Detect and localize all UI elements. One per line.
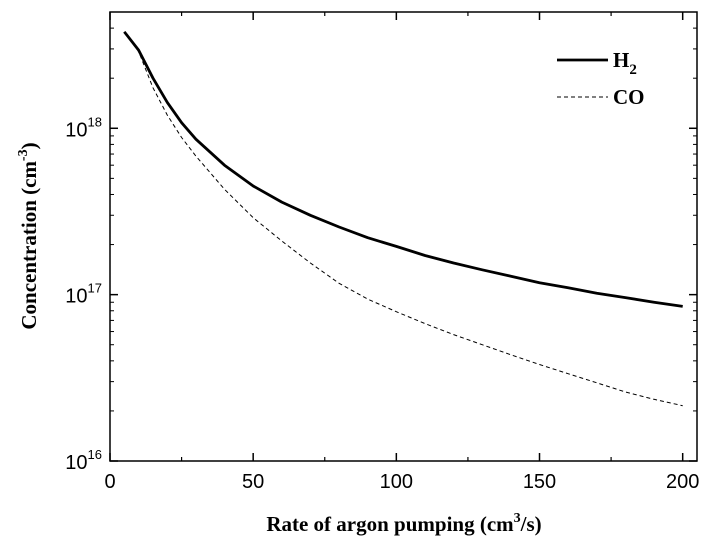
legend: H2 CO	[557, 48, 645, 109]
x-tick-label: 50	[242, 471, 264, 493]
plot-frame	[109, 11, 698, 462]
x-tick-label: 150	[523, 471, 556, 493]
axis-ticks	[109, 12, 697, 462]
x-tick-label: 0	[104, 471, 115, 493]
x-tick-label: 200	[666, 471, 699, 493]
series-line-h2	[123, 30, 683, 308]
series-line-co	[123, 31, 683, 407]
y-tick-label: 1016	[65, 447, 102, 474]
legend-label-h2: H2	[613, 48, 637, 78]
legend-label-co: CO	[613, 85, 645, 109]
y-tick-label: 1017	[65, 281, 102, 308]
x-tick-label: 100	[380, 471, 413, 493]
y-tick-label: 1018	[65, 114, 102, 141]
x-axis-title: Rate of argon pumping (cm3/s)	[266, 511, 541, 536]
y-axis-title: Concentration (cm-3)	[16, 142, 41, 329]
series-lines	[123, 30, 683, 407]
tick-labels: 0 50 100 150 200 1016 1017 1018	[65, 114, 699, 493]
